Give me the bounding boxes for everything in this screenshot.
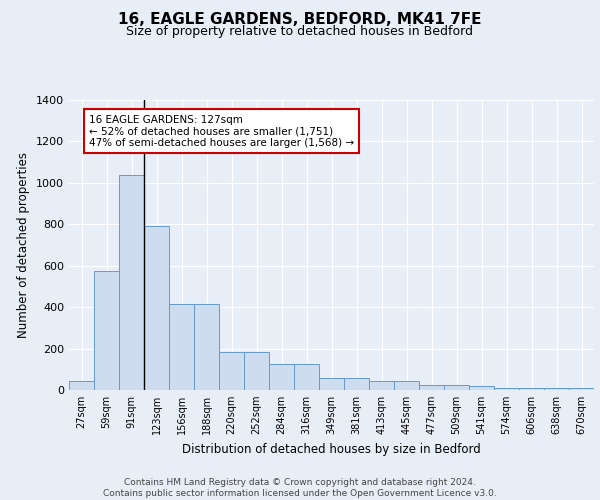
Bar — [419, 386, 444, 390]
Text: 16 EAGLE GARDENS: 127sqm
← 52% of detached houses are smaller (1,751)
47% of sem: 16 EAGLE GARDENS: 127sqm ← 52% of detach… — [89, 114, 354, 148]
Bar — [494, 388, 519, 390]
Bar — [569, 388, 594, 390]
Bar — [519, 388, 544, 390]
Bar — [319, 378, 344, 390]
Bar — [94, 271, 119, 390]
Bar — [269, 364, 294, 390]
Bar — [469, 386, 494, 390]
Bar — [144, 226, 169, 390]
Bar — [444, 386, 469, 390]
Bar — [169, 304, 194, 390]
X-axis label: Distribution of detached houses by size in Bedford: Distribution of detached houses by size … — [182, 442, 481, 456]
Bar — [119, 174, 144, 390]
Text: Contains HM Land Registry data © Crown copyright and database right 2024.
Contai: Contains HM Land Registry data © Crown c… — [103, 478, 497, 498]
Bar — [294, 364, 319, 390]
Bar — [394, 380, 419, 390]
Bar — [194, 304, 219, 390]
Y-axis label: Number of detached properties: Number of detached properties — [17, 152, 31, 338]
Bar — [219, 352, 244, 390]
Bar — [344, 378, 369, 390]
Text: 16, EAGLE GARDENS, BEDFORD, MK41 7FE: 16, EAGLE GARDENS, BEDFORD, MK41 7FE — [118, 12, 482, 28]
Bar — [244, 352, 269, 390]
Bar — [69, 380, 94, 390]
Bar — [544, 388, 569, 390]
Text: Size of property relative to detached houses in Bedford: Size of property relative to detached ho… — [127, 25, 473, 38]
Bar — [369, 380, 394, 390]
